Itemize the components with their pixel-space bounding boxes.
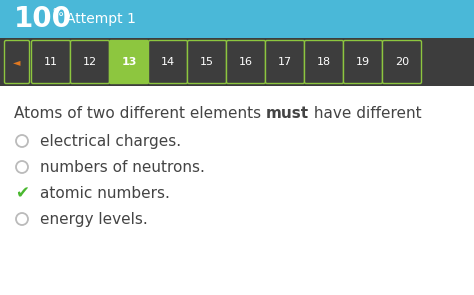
Text: ✔: ✔ bbox=[15, 184, 29, 202]
Bar bbox=[0, 38, 474, 86]
Text: 12: 12 bbox=[83, 57, 97, 67]
FancyBboxPatch shape bbox=[304, 40, 344, 83]
Text: 14: 14 bbox=[161, 57, 175, 67]
Text: Attempt 1: Attempt 1 bbox=[66, 12, 136, 26]
FancyBboxPatch shape bbox=[109, 40, 148, 83]
Text: energy levels.: energy levels. bbox=[40, 212, 148, 227]
Text: 16: 16 bbox=[239, 57, 253, 67]
FancyBboxPatch shape bbox=[148, 40, 188, 83]
Text: 20: 20 bbox=[395, 57, 409, 67]
FancyBboxPatch shape bbox=[31, 40, 71, 83]
Text: numbers of neutrons.: numbers of neutrons. bbox=[40, 160, 205, 175]
FancyBboxPatch shape bbox=[71, 40, 109, 83]
FancyBboxPatch shape bbox=[344, 40, 383, 83]
Text: 13: 13 bbox=[121, 57, 137, 67]
Text: 19: 19 bbox=[356, 57, 370, 67]
Text: atomic numbers.: atomic numbers. bbox=[40, 186, 170, 201]
Text: 11: 11 bbox=[44, 57, 58, 67]
Text: 17: 17 bbox=[278, 57, 292, 67]
FancyBboxPatch shape bbox=[4, 40, 29, 83]
FancyBboxPatch shape bbox=[265, 40, 304, 83]
Bar bbox=[0, 0, 474, 38]
Text: ◄: ◄ bbox=[13, 57, 21, 67]
Text: 18: 18 bbox=[317, 57, 331, 67]
Text: 100: 100 bbox=[14, 5, 72, 33]
FancyBboxPatch shape bbox=[227, 40, 265, 83]
Text: Atoms of two different elements: Atoms of two different elements bbox=[14, 106, 266, 121]
FancyBboxPatch shape bbox=[383, 40, 421, 83]
Text: electrical charges.: electrical charges. bbox=[40, 134, 181, 149]
Text: have different: have different bbox=[309, 106, 422, 121]
Text: must: must bbox=[266, 106, 309, 121]
Text: 15: 15 bbox=[200, 57, 214, 67]
Text: %: % bbox=[52, 8, 63, 18]
FancyBboxPatch shape bbox=[188, 40, 227, 83]
